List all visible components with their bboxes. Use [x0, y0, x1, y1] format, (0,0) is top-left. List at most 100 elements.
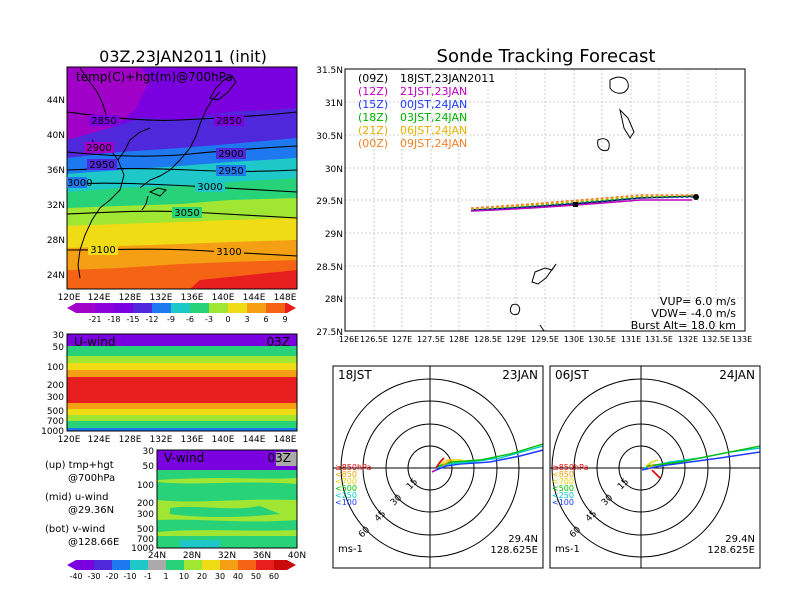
- lon-tick-label: 148E: [274, 293, 297, 303]
- colorbar-tick-label: -18: [107, 315, 120, 324]
- pressure-tick-label: 300: [47, 393, 64, 403]
- ascent-velocity: VUP= 6.0 m/s: [660, 295, 736, 308]
- lat-tick-label: 24N: [148, 551, 166, 561]
- legend-note-line: @700hPa: [68, 473, 115, 484]
- contour-label: 3000: [197, 182, 222, 193]
- pressure-tick-label: 500: [47, 407, 64, 417]
- colorbar-tick-label: 40: [233, 572, 243, 581]
- hodograph-lon: 128.625E: [490, 545, 538, 556]
- lon-tick-label: 129E: [506, 335, 526, 344]
- contour-label: 2850: [91, 116, 116, 127]
- lat-tick-label: 30N: [325, 165, 343, 175]
- lat-tick-label: 28.5N: [316, 263, 343, 273]
- hodograph-left-panel: 18JST 23JAN 15 30 45 60 ≥850hPa <850 <70…: [332, 365, 544, 569]
- level-legend-item: <500: [552, 484, 574, 493]
- v-wind-label: V-wind: [164, 451, 204, 465]
- v-wind-panel: V-wind 03Z 30 50 100 200 300 500 700 100…: [131, 447, 306, 561]
- pressure-tick-label: 100: [47, 363, 64, 373]
- lon-tick-label: 132.5E: [702, 335, 730, 344]
- lat-tick-label: 31.5N: [316, 66, 343, 76]
- legend-time: 18JST,23JAN2011: [400, 72, 495, 85]
- u-wind-time: 03Z: [267, 335, 291, 349]
- legend-note-line: @29.36N: [68, 505, 114, 516]
- legend-time: 00JST,24JAN: [400, 98, 467, 111]
- lon-tick-label: 133E: [732, 335, 752, 344]
- pressure-tick-label: 1000: [131, 544, 154, 554]
- lat-tick-label: 32N: [47, 201, 65, 211]
- legend-time: 21JST,23JAN: [400, 85, 467, 98]
- level-legend-item: ≥850hPa: [335, 463, 372, 472]
- colorbar-tick-label: 50: [251, 572, 261, 581]
- lat-tick-label: 36N: [253, 551, 271, 561]
- lon-tick-label: 132E: [150, 435, 173, 445]
- lat-tick-label: 29.5N: [316, 197, 343, 207]
- lat-tick-label: 44N: [47, 96, 65, 106]
- temp-map-panel: 2850 2850 2900 2900 2950 2950 3000 3000 …: [47, 66, 298, 303]
- colorbar-tick-label: -40: [69, 572, 82, 581]
- colorbar-tick-label: -1: [144, 572, 152, 581]
- legend-note-line: (mid) u-wind: [45, 492, 108, 503]
- panel-legend-notes: (up) tmp+hgt @700hPa (mid) u-wind @29.36…: [45, 460, 119, 548]
- lon-tick-label: 140E: [212, 435, 235, 445]
- colorbar-tick-label: 10: [179, 572, 189, 581]
- lon-tick-label: 124E: [88, 293, 111, 303]
- level-legend-item: <500: [335, 484, 357, 493]
- contour-label: 2900: [218, 149, 243, 160]
- level-legend-item: <850: [552, 470, 574, 479]
- colorbar-tick-label: 30: [215, 572, 225, 581]
- lon-tick-label: 129.5E: [531, 335, 559, 344]
- hodograph-time: 06JST: [555, 368, 589, 382]
- legend-time: 06JST,24JAN: [400, 124, 467, 137]
- right-panel-title: Sonde Tracking Forecast: [437, 46, 656, 67]
- colorbar-tick-label: 20: [197, 572, 207, 581]
- colorbar-tick-label: -15: [126, 315, 139, 324]
- wind-colorbar: -40 -30 -20 -10 -1 1 10 20 30 40 50 60: [67, 560, 296, 581]
- pressure-tick-label: 200: [47, 381, 64, 391]
- track-legend: (09Z) 18JST,23JAN2011 (12Z) 21JST,23JAN …: [358, 72, 495, 150]
- temp-map-label: temp(C)+hgt(m)@700hPa: [76, 70, 233, 84]
- lon-tick-label: 130E: [564, 335, 584, 344]
- contour-label: 2950: [218, 166, 243, 177]
- lat-tick-label: 24N: [47, 271, 65, 281]
- lon-tick-label: 131.5E: [645, 335, 673, 344]
- level-legend-item: <700: [335, 477, 357, 486]
- pressure-tick-label: 100: [137, 481, 154, 491]
- level-legend-item: <700: [552, 477, 574, 486]
- pressure-tick-label: 300: [137, 510, 154, 520]
- level-legend-item: <100: [335, 498, 357, 507]
- legend-code: (21Z): [358, 124, 388, 137]
- lon-tick-label: 148E: [274, 435, 297, 445]
- lat-tick-label: 31N: [325, 99, 343, 109]
- pressure-tick-label: 1000: [41, 427, 64, 437]
- lat-tick-label: 36N: [47, 166, 65, 176]
- pressure-tick-label: 700: [137, 535, 154, 545]
- lon-tick-label: 120E: [58, 435, 81, 445]
- legend-code: (09Z): [358, 72, 388, 85]
- colorbar-tick-label: -12: [145, 315, 158, 324]
- lat-tick-label: 29N: [325, 230, 343, 240]
- legend-code: (12Z): [358, 85, 388, 98]
- level-legend-item: <850: [335, 470, 357, 479]
- contour-label: 2900: [86, 143, 111, 154]
- lon-tick-label: 136E: [181, 435, 204, 445]
- lon-tick-label: 140E: [212, 293, 235, 303]
- hodograph-time: 18JST: [338, 368, 372, 382]
- hodograph-lat: 29.4N: [725, 534, 755, 545]
- lat-tick-label: 28N: [47, 236, 65, 246]
- colorbar-tick-label: -3: [205, 315, 213, 324]
- lat-tick-label: 32N: [218, 551, 236, 561]
- colorbar-tick-label: -21: [88, 315, 101, 324]
- lat-tick-label: 30.5N: [316, 132, 343, 142]
- burst-altitude: Burst Alt= 18.0 km: [631, 319, 736, 332]
- contour-label: 3000: [67, 178, 92, 189]
- lon-tick-label: 132E: [678, 335, 698, 344]
- lat-tick-label: 28N: [183, 551, 201, 561]
- pressure-tick-label: 30: [53, 331, 65, 341]
- pressure-tick-label: 500: [137, 525, 154, 535]
- track-map-panel: 31.5N 31N 30.5N 30N 29.5N 29N 28.5N 28N …: [316, 66, 752, 344]
- u-wind-panel: U-wind 03Z 30 50 100 200 300 500 700 100…: [41, 331, 298, 445]
- pressure-tick-label: 50: [143, 462, 155, 472]
- lon-tick-label: 126.5E: [360, 335, 388, 344]
- colorbar-tick-label: 1: [163, 572, 168, 581]
